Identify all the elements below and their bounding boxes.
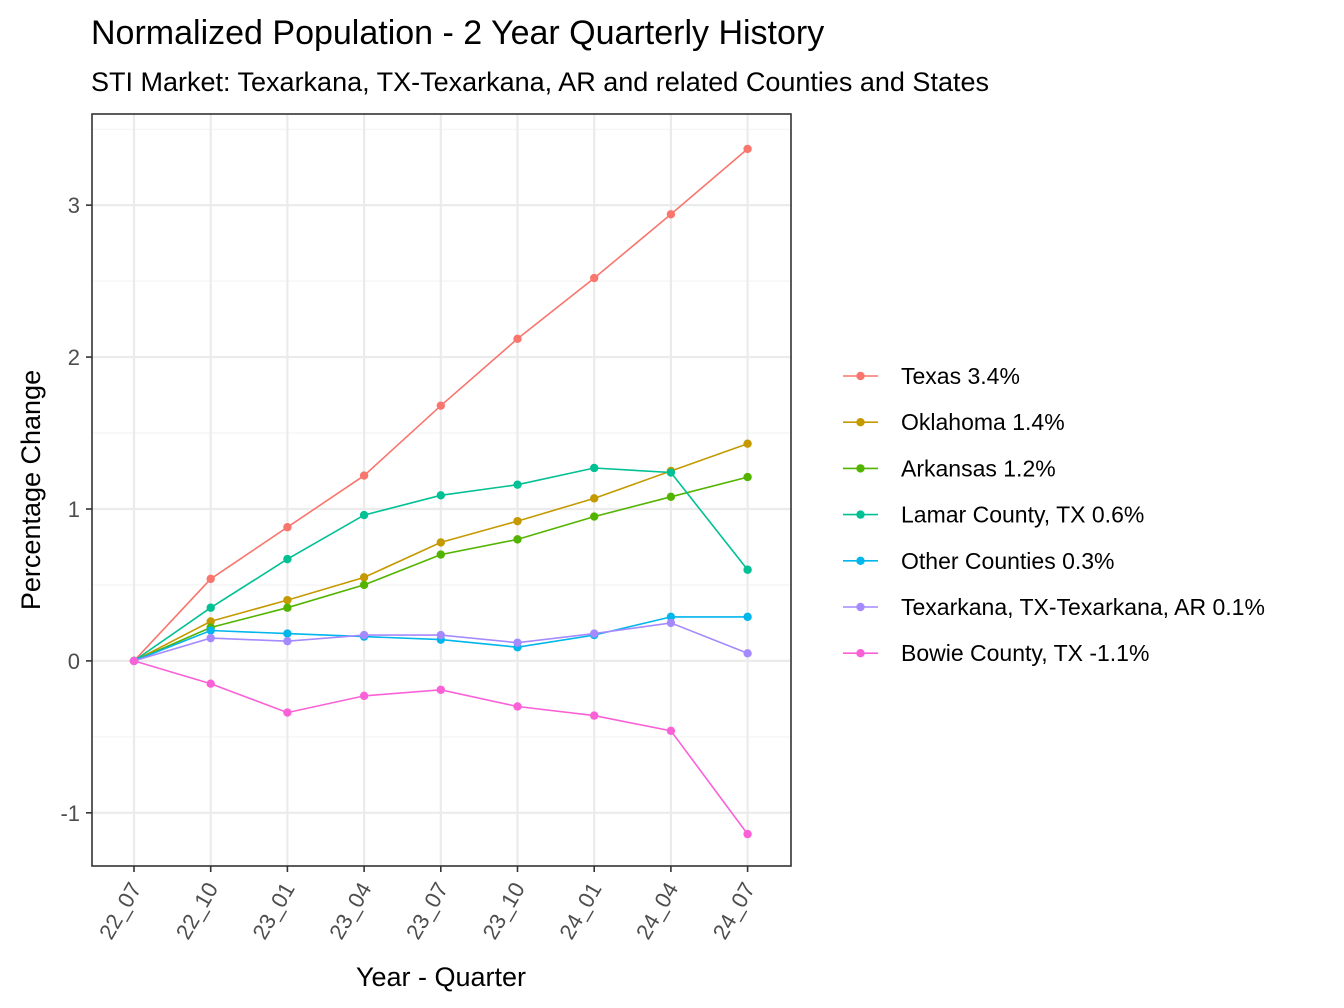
legend-label: Texas 3.4%: [901, 363, 1020, 389]
data-point: [359, 471, 369, 480]
data-point: [206, 633, 215, 643]
y-axis-title: Percentage Change: [16, 370, 46, 610]
data-point: [590, 494, 599, 503]
data-point: [436, 538, 445, 547]
data-point: [129, 656, 139, 666]
legend-label: Oklahoma 1.4%: [901, 409, 1065, 435]
data-point: [283, 554, 292, 564]
data-point: [436, 401, 445, 410]
data-point: [743, 649, 752, 658]
y-tick-label: 1: [68, 497, 80, 522]
legend-item: Lamar County, TX 0.6%: [843, 502, 1144, 528]
data-point: [666, 618, 676, 628]
data-point: [590, 273, 599, 283]
data-point: [590, 512, 599, 521]
legend-item: Oklahoma 1.4%: [843, 409, 1065, 435]
legend: Texas 3.4% Oklahoma 1.4% Arkansas 1.2% Lama…: [843, 363, 1265, 666]
data-point: [206, 574, 215, 584]
legend-label: Bowie County, TX -1.1%: [901, 640, 1149, 666]
x-tick-label: 22_07: [94, 878, 146, 943]
data-point: [666, 726, 676, 735]
data-point: [436, 630, 445, 640]
legend-label: Arkansas 1.2%: [901, 455, 1056, 481]
series-group: [129, 656, 752, 839]
series-group: [129, 439, 752, 666]
legend-label: Lamar County, TX 0.6%: [901, 502, 1144, 528]
legend-key-point: [856, 418, 865, 427]
chart-subtitle: STI Market: Texarkana, TX-Texarkana, AR …: [91, 67, 989, 97]
data-point: [359, 580, 369, 590]
data-point: [666, 612, 676, 622]
data-point: [590, 711, 599, 720]
legend-key-point: [856, 556, 865, 565]
data-point: [436, 491, 445, 500]
data-point: [283, 523, 292, 532]
data-point: [743, 439, 752, 448]
x-tick-label: 22_10: [171, 878, 223, 943]
x-tick-label: 23_07: [401, 878, 453, 943]
legend-key-point: [856, 371, 865, 381]
series-layer: [129, 144, 752, 839]
data-point: [359, 510, 369, 520]
y-axis: -1 0 1 2 3: [60, 193, 92, 826]
data-point: [743, 829, 752, 839]
x-axis-title: Year - Quarter: [356, 962, 526, 992]
grid-lines: [92, 114, 791, 866]
data-point: [436, 685, 445, 694]
data-point: [283, 708, 292, 717]
x-tick-label: 23_01: [247, 878, 299, 943]
legend-item: Bowie County, TX -1.1%: [843, 640, 1149, 666]
data-point: [743, 565, 752, 574]
legend-label: Other Counties 0.3%: [901, 548, 1115, 574]
legend-item: Other Counties 0.3%: [843, 548, 1115, 574]
data-point: [513, 334, 522, 344]
x-tick-label: 23_04: [324, 878, 376, 943]
x-tick-label: 24_04: [631, 878, 683, 943]
data-point: [206, 679, 215, 688]
data-point: [666, 492, 676, 502]
data-point: [359, 630, 369, 640]
data-point: [359, 573, 369, 582]
data-point: [666, 210, 676, 219]
x-tick-label: 23_10: [478, 878, 530, 943]
data-point: [743, 144, 752, 154]
data-point: [743, 612, 752, 622]
data-point: [283, 636, 292, 646]
data-point: [513, 480, 522, 489]
legend-key-point: [856, 510, 865, 519]
legend-item: Texas 3.4%: [843, 363, 1020, 389]
y-tick-label: 0: [68, 649, 80, 674]
data-point: [359, 691, 369, 701]
data-point: [436, 550, 445, 559]
legend-key-point: [856, 602, 865, 612]
data-point: [283, 629, 292, 638]
y-tick-label: -1: [60, 801, 80, 826]
x-axis: 22_07 22_10 23_01 23_04 23_07 23_10 24_01 24_04…: [94, 866, 760, 943]
data-point: [743, 472, 752, 482]
data-point: [206, 626, 215, 635]
legend-item: Texarkana, TX-Texarkana, AR 0.1%: [843, 594, 1265, 620]
data-point: [513, 638, 522, 647]
y-tick-label: 3: [68, 193, 80, 218]
data-point: [513, 516, 522, 526]
data-point: [513, 702, 522, 711]
chart-title: Normalized Population - 2 Year Quarterly…: [91, 14, 824, 52]
legend-key-point: [856, 464, 865, 473]
data-point: [590, 463, 599, 473]
legend-key-point: [856, 649, 865, 658]
x-tick-label: 24_01: [554, 878, 606, 943]
legend-label: Texarkana, TX-Texarkana, AR 0.1%: [901, 594, 1265, 620]
data-point: [283, 595, 292, 605]
data-point: [206, 603, 215, 612]
data-point: [666, 468, 676, 477]
legend-item: Arkansas 1.2%: [843, 455, 1056, 481]
x-tick-label: 24_07: [708, 878, 760, 943]
data-point: [590, 629, 599, 638]
y-tick-label: 2: [68, 345, 80, 370]
data-point: [283, 603, 292, 612]
data-point: [513, 535, 522, 544]
data-point: [206, 617, 215, 626]
